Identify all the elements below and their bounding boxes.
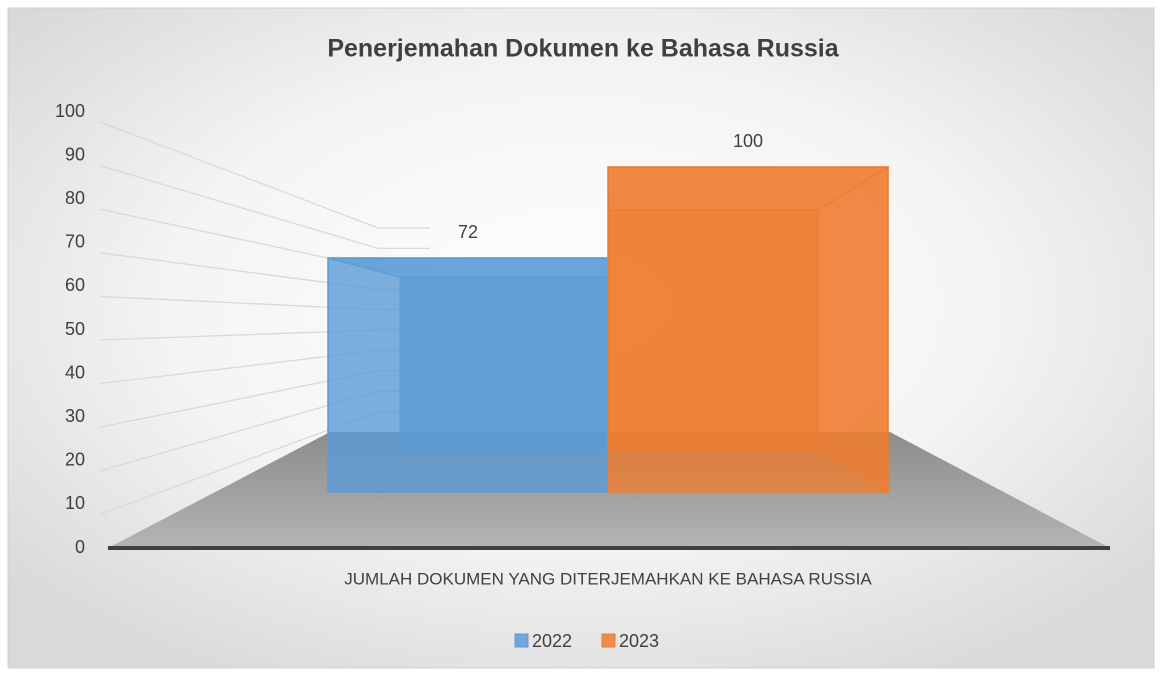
grid-line: [99, 164, 430, 250]
bar-front: [327, 257, 609, 493]
y-tick-label: 30: [65, 406, 85, 426]
y-tick-label: 40: [65, 362, 85, 382]
y-tick-label: 100: [55, 101, 85, 121]
bar-front: [607, 166, 889, 493]
y-tick-label: 0: [75, 537, 85, 557]
y-tick-label: 90: [65, 144, 85, 164]
y-tick-label: 80: [65, 188, 85, 208]
data-label: 100: [733, 131, 763, 151]
chart-title: Penerjemahan Dokumen ke Bahasa Russia: [327, 35, 839, 63]
legend-label: 2023: [619, 631, 659, 651]
y-tick-label: 60: [65, 275, 85, 295]
legend-swatch: [514, 633, 529, 648]
grid-line: [99, 121, 430, 229]
data-label: 72: [458, 222, 478, 242]
y-tick-label: 10: [65, 493, 85, 513]
y-tick-label: 70: [65, 232, 85, 252]
legend-swatch: [601, 633, 616, 648]
y-tick-label: 50: [65, 319, 85, 339]
bar-outline: [607, 166, 889, 493]
x-tick-label: JUMLAH DOKUMEN YANG DITERJEMAHKAN KE BAH…: [344, 569, 872, 588]
y-tick-label: 20: [65, 450, 85, 470]
legend-label: 2022: [532, 631, 572, 651]
